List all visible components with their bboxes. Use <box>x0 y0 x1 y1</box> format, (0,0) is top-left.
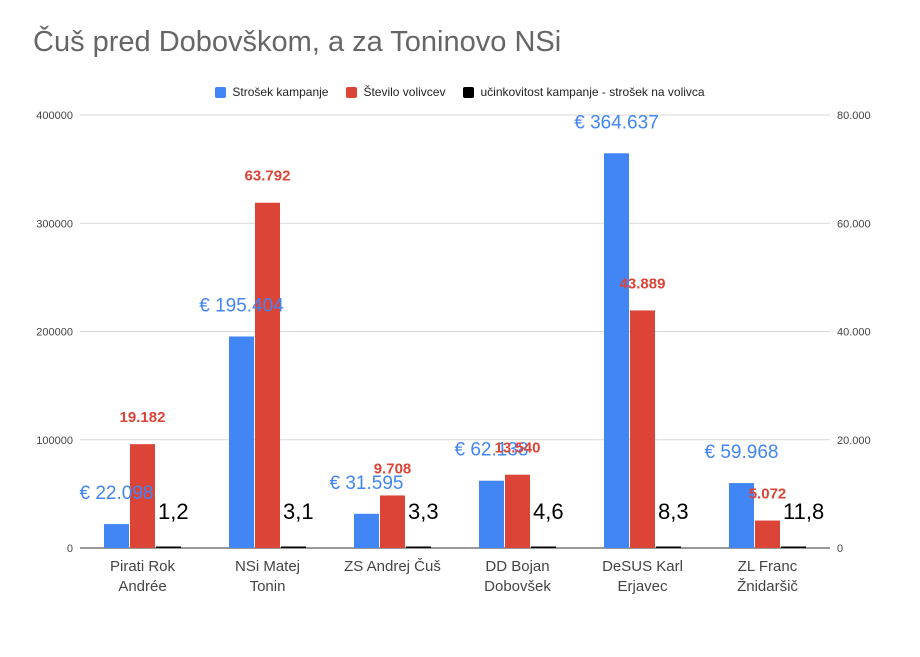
left-axis-tick-label: 100000 <box>36 435 73 447</box>
bar-efficiency <box>281 546 306 548</box>
category-label: Pirati Rok <box>110 558 176 575</box>
chart-title: Čuš pred Dobovškom, a za Toninovo NSi <box>33 26 562 58</box>
legend-item-voters[interactable]: Število volivcev <box>346 85 445 99</box>
legend-label-efficiency: učinkovitost kampanje - strošek na voliv… <box>480 85 705 99</box>
legend-swatch-voters <box>346 86 358 98</box>
bar-voters <box>130 444 155 548</box>
right-axis-tick-label: 0 <box>837 543 843 555</box>
legend: Strošek kampanje Število volivcev učinko… <box>0 85 920 99</box>
bar-cost <box>354 513 379 548</box>
bar-cost <box>729 483 754 548</box>
bar-voters <box>255 202 280 548</box>
category-label: ZL Franc <box>738 558 798 575</box>
bar-cost <box>229 336 254 548</box>
data-label-efficiency: 4,6 <box>533 499 564 524</box>
data-label-voters: 13.540 <box>495 440 541 457</box>
left-axis-tick-label: 300000 <box>36 218 73 230</box>
right-axis-tick-label: 20.000 <box>837 435 871 447</box>
bar-cost <box>479 480 504 548</box>
right-axis-tick-label: 80.000 <box>837 110 871 122</box>
category-label: DeSUS Karl <box>602 558 683 575</box>
data-label-efficiency: 3,3 <box>408 499 439 524</box>
right-axis-tick-label: 60.000 <box>837 218 871 230</box>
data-label-efficiency: 3,1 <box>283 499 314 524</box>
data-label-cost: € 22.098 <box>80 483 154 504</box>
bar-efficiency <box>781 546 806 548</box>
bar-voters <box>630 310 655 548</box>
bar-cost <box>104 524 129 548</box>
category-label: Andrée <box>118 578 166 595</box>
bar-voters <box>505 474 530 548</box>
bar-efficiency <box>656 546 681 548</box>
data-label-cost: € 62.138 <box>455 440 529 461</box>
legend-label-cost: Strošek kampanje <box>232 85 329 99</box>
category-label: NSi Matej <box>235 558 300 575</box>
bar-efficiency <box>531 546 556 548</box>
data-label-voters: 5.072 <box>749 486 787 503</box>
bar-efficiency <box>156 546 181 548</box>
category-label: Erjavec <box>617 578 668 595</box>
data-label-efficiency: 1,2 <box>158 499 189 524</box>
data-label-voters: 9.708 <box>374 460 412 477</box>
data-label-cost: € 31.595 <box>330 473 404 494</box>
data-label-cost: € 59.968 <box>705 442 779 463</box>
bar-voters <box>380 495 405 548</box>
legend-item-cost[interactable]: Strošek kampanje <box>215 85 328 99</box>
legend-swatch-efficiency <box>463 86 475 98</box>
category-label: ZS Andrej Čuš <box>344 558 441 575</box>
data-label-efficiency: 11,8 <box>783 499 824 524</box>
left-axis-tick-label: 0 <box>67 543 73 555</box>
data-label-voters: 63.792 <box>245 168 291 185</box>
data-label-voters: 43.889 <box>620 275 666 292</box>
data-label-cost: € 364.637 <box>574 112 659 133</box>
legend-item-efficiency[interactable]: učinkovitost kampanje - strošek na voliv… <box>463 85 705 99</box>
legend-label-voters: Število volivcev <box>363 85 446 99</box>
bar-cost <box>604 153 629 548</box>
data-label-voters: 19.182 <box>120 409 166 426</box>
left-axis-tick-label: 400000 <box>36 110 73 122</box>
category-label: DD Bojan <box>485 558 549 575</box>
category-label: Žnidaršič <box>737 578 798 595</box>
legend-swatch-cost <box>215 86 227 98</box>
category-label: Dobovšek <box>484 578 551 595</box>
bar-efficiency <box>406 546 431 548</box>
left-axis-tick-label: 200000 <box>36 327 73 339</box>
category-label: Tonin <box>250 578 286 595</box>
bar-voters <box>755 520 780 548</box>
right-axis-tick-label: 40.000 <box>837 327 871 339</box>
data-label-cost: € 195.404 <box>199 295 284 316</box>
data-label-efficiency: 8,3 <box>658 499 689 524</box>
